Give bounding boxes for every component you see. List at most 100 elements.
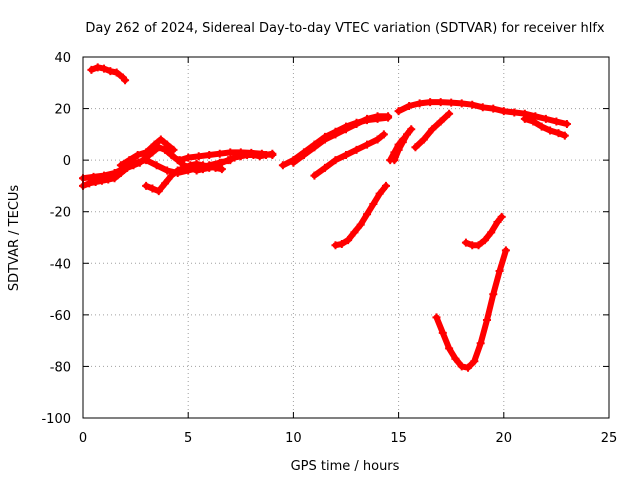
data-point <box>100 171 109 180</box>
data-point <box>342 125 350 134</box>
data-point <box>394 107 403 116</box>
data-point <box>350 228 359 237</box>
data-point <box>373 112 382 121</box>
chart-title: Day 262 of 2024, Sidereal Day-to-day VTE… <box>85 21 605 36</box>
x-tick-label: 15 <box>390 431 407 446</box>
data-point <box>226 156 235 165</box>
data-point <box>352 145 361 154</box>
data-point <box>331 156 340 165</box>
data-point <box>531 112 540 121</box>
y-tick-label: -60 <box>50 309 71 324</box>
data-point <box>205 150 214 159</box>
data-point <box>554 129 563 138</box>
series-15 <box>461 212 506 250</box>
x-tick-label: 0 <box>79 431 87 446</box>
data-point <box>161 145 170 154</box>
y-tick-label: -100 <box>41 412 71 427</box>
data-point <box>445 344 454 353</box>
data-point <box>169 145 178 154</box>
data-point <box>87 65 96 74</box>
data-point <box>116 161 125 170</box>
grid <box>83 57 609 418</box>
data-point <box>100 64 109 73</box>
data-point <box>93 63 102 72</box>
data-point <box>352 120 361 129</box>
data-point <box>106 67 115 76</box>
data-point <box>495 267 504 276</box>
data-point <box>215 158 224 167</box>
data-point <box>436 117 445 126</box>
data-point <box>112 68 121 77</box>
data-point <box>411 143 420 152</box>
series-11 <box>386 135 407 165</box>
data-point <box>142 148 151 157</box>
data-point <box>89 172 98 181</box>
data-point <box>562 120 571 129</box>
series-13 <box>411 109 454 152</box>
series-trace <box>290 113 392 166</box>
data-point <box>161 179 170 188</box>
data-point <box>476 339 485 348</box>
data-point <box>520 114 529 123</box>
series-trace <box>332 182 389 249</box>
data-point <box>173 166 182 175</box>
data-point <box>426 98 435 107</box>
data-point <box>384 112 393 121</box>
data-point <box>217 165 226 174</box>
data-point <box>289 158 298 167</box>
data-point <box>510 108 519 117</box>
y-axis-label: SDTVAR / TECUs <box>7 185 22 292</box>
series-trace <box>433 247 509 371</box>
data-point <box>154 187 163 196</box>
y-tick-labels: -100 -80 -60 -40 -20 0 20 40 <box>41 51 71 427</box>
data-point <box>493 218 502 227</box>
data-point <box>175 156 184 165</box>
data-point <box>428 125 437 134</box>
data-point <box>487 228 496 237</box>
data-point <box>215 149 224 158</box>
data-point <box>381 181 390 190</box>
data-point <box>415 99 424 108</box>
series-12 <box>394 98 571 129</box>
data-point <box>179 163 188 172</box>
series-trace <box>176 149 276 164</box>
series-8 <box>310 130 388 180</box>
data-point <box>163 140 172 149</box>
data-point <box>405 101 414 110</box>
data-point <box>342 150 350 159</box>
y-tick-label: -40 <box>50 257 71 272</box>
data-point <box>167 171 176 180</box>
data-point <box>464 363 473 372</box>
data-point <box>310 143 319 152</box>
data-point <box>331 130 340 139</box>
data-point <box>205 162 214 171</box>
data-point <box>375 189 384 198</box>
data-point <box>489 290 498 299</box>
data-point <box>131 158 140 167</box>
data-point <box>268 150 277 159</box>
data-point <box>478 103 487 112</box>
series-0 <box>87 63 130 85</box>
data-point <box>167 150 176 159</box>
data-point <box>480 236 489 245</box>
data-point <box>247 148 256 157</box>
x-tick-label: 10 <box>285 431 302 446</box>
data-point <box>150 140 159 149</box>
x-tick-label: 5 <box>184 431 192 446</box>
data-point <box>394 140 403 149</box>
data-point <box>110 169 119 178</box>
data-point <box>482 316 491 325</box>
data-point <box>163 166 172 175</box>
data-point <box>552 117 561 126</box>
data-point <box>236 148 245 157</box>
data-point <box>194 152 203 161</box>
data-point <box>320 163 329 172</box>
series-trace <box>387 136 406 164</box>
y-tick-label: -20 <box>50 206 71 221</box>
data-point <box>363 114 372 123</box>
data-point <box>85 179 94 188</box>
data-point <box>211 163 220 172</box>
data-point <box>457 99 466 108</box>
data-point <box>257 149 266 158</box>
